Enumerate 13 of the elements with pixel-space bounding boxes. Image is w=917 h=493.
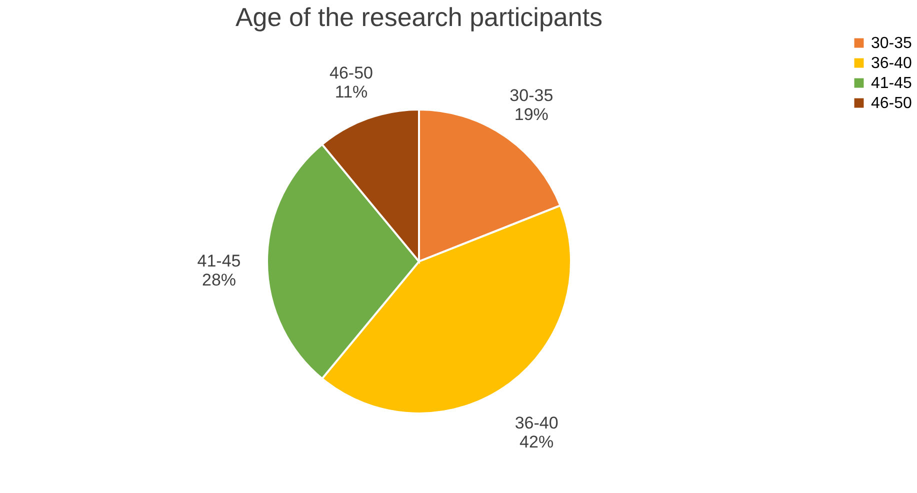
legend-label: 46-50	[871, 95, 912, 112]
slice-label: 46-50	[330, 63, 373, 82]
legend-label: 36-40	[871, 55, 912, 72]
data-label: 19%	[514, 105, 548, 124]
legend-label: 30-35	[871, 35, 912, 52]
legend-label: 41-45	[871, 75, 912, 92]
slice-label: 30-35	[510, 86, 554, 106]
data-label: 11%	[334, 82, 368, 102]
data-label: 42%	[520, 432, 554, 452]
data-label: 28%	[202, 270, 236, 290]
chart-title: Age of the research participants	[235, 2, 603, 32]
slice-label: 36-40	[514, 413, 558, 432]
slice-label: 41-45	[197, 252, 241, 270]
